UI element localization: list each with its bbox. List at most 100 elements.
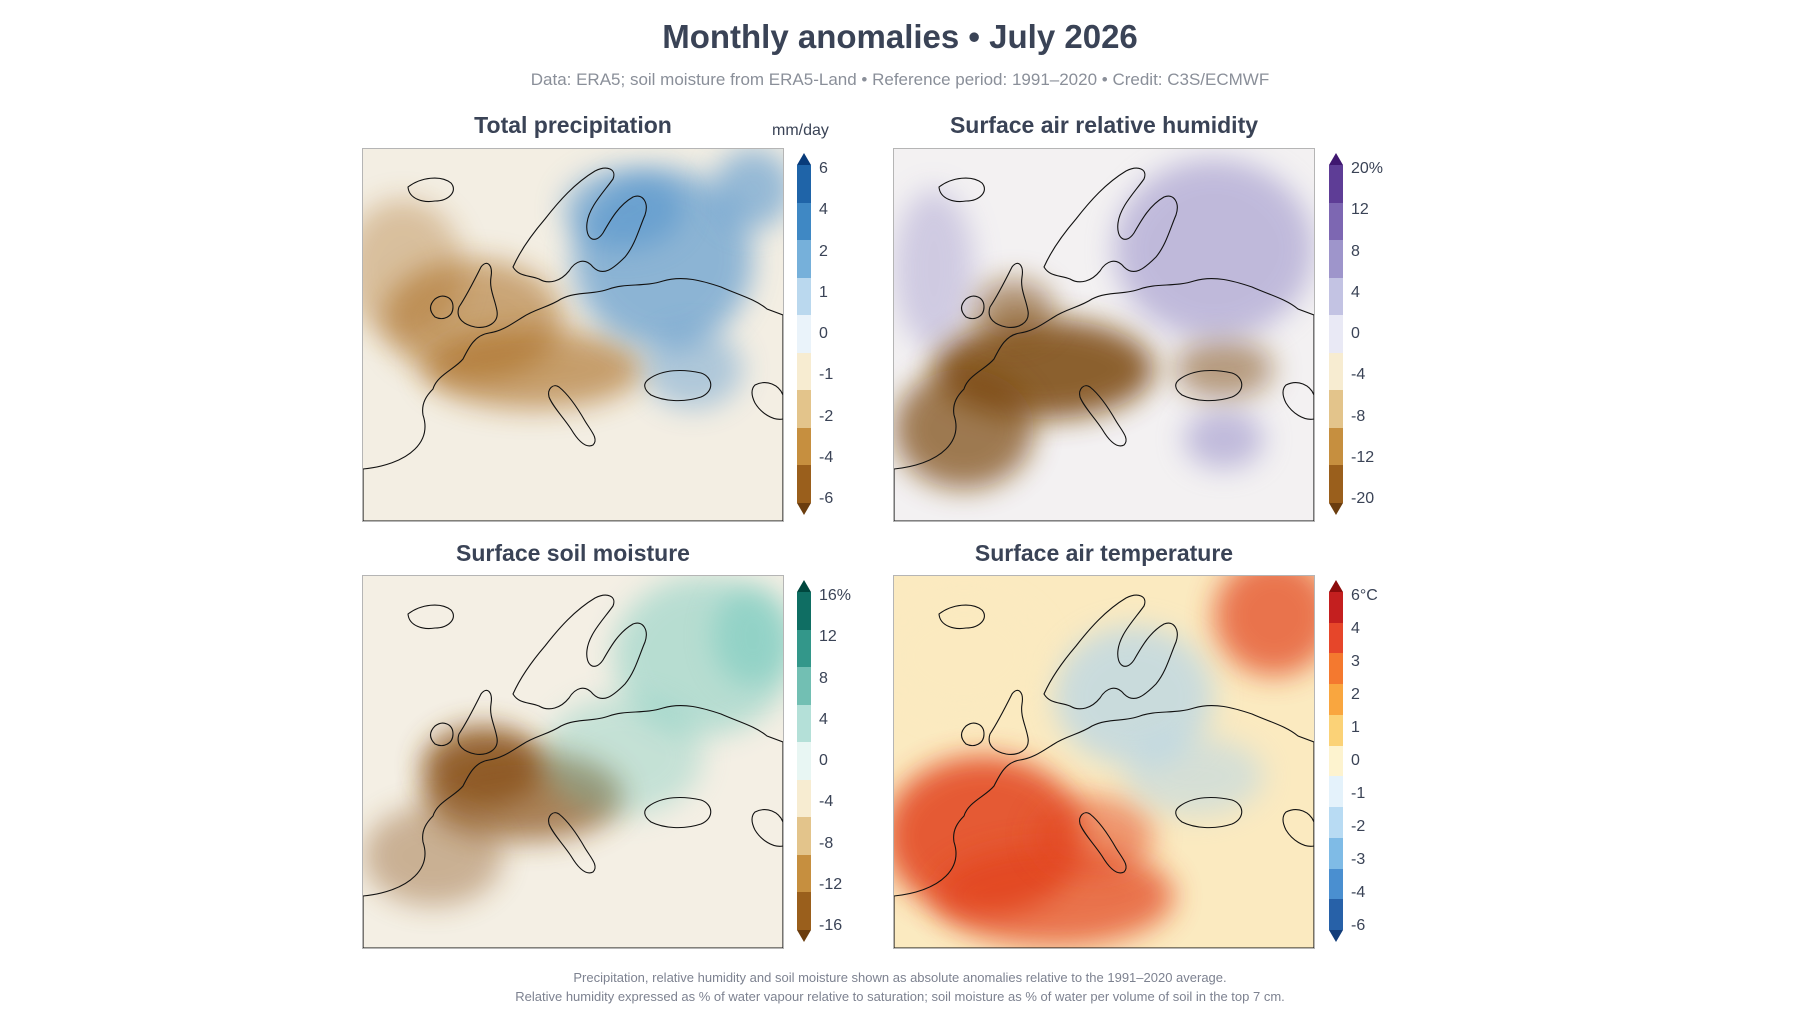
colorbar-segment xyxy=(1329,277,1343,316)
colorbar-segment xyxy=(1329,837,1343,870)
colorbar-segment xyxy=(797,817,811,856)
colorbar-tick-label: 6 xyxy=(819,160,828,177)
anomaly-region xyxy=(894,369,1034,489)
colorbar-segment xyxy=(1329,868,1343,900)
colorbar-segment xyxy=(797,202,811,241)
anomaly-region xyxy=(1124,736,1264,816)
coastline xyxy=(988,689,1029,755)
colorbar-humidity: 20% 12 8 4 0 -4 -8 -12 -20 xyxy=(1329,153,1383,515)
coastline xyxy=(457,689,498,755)
colorbar-tick-label: -4 xyxy=(819,793,834,811)
colorbar-precipitation: 6 4 2 1 0 -1 -2 -4 -6 xyxy=(797,153,833,515)
coastline xyxy=(751,382,783,420)
colorbar-tick-label: 1 xyxy=(1351,719,1360,736)
coastline xyxy=(938,177,985,203)
page-title: Monthly anomalies • July 2026 xyxy=(662,18,1138,55)
coastline xyxy=(407,177,454,203)
anomaly-region xyxy=(363,199,463,339)
coastline xyxy=(1175,796,1243,829)
colorbar-tick-label: 20% xyxy=(1351,160,1384,177)
coastline xyxy=(960,295,985,320)
anomaly-region xyxy=(713,586,783,686)
map-precipitation xyxy=(362,148,784,522)
colorbar-tick-label: 16% xyxy=(819,587,852,604)
panel-title-soil-moisture: Surface soil moisture xyxy=(456,540,690,566)
colorbar-tick-label: 3 xyxy=(1351,653,1360,670)
coastline xyxy=(512,594,647,710)
colorbar-segment xyxy=(1329,427,1343,466)
colorbar-segment xyxy=(1329,592,1343,624)
coastline xyxy=(363,705,783,948)
colorbar-segment xyxy=(1329,776,1343,808)
unit-label-precipitation: mm/day xyxy=(772,122,829,139)
colorbar-tick-label: -4 xyxy=(1351,366,1366,384)
colorbar-segment xyxy=(797,465,811,504)
colorbar-extend-top xyxy=(797,580,811,592)
anomaly-region xyxy=(894,596,1044,716)
coastline xyxy=(548,812,596,874)
colorbar-segment xyxy=(797,592,811,631)
anomaly-region xyxy=(1054,626,1214,766)
anomaly-region xyxy=(643,329,743,409)
colorbar-tick-label: 4 xyxy=(819,710,828,728)
colorbar-tick-label: 12 xyxy=(819,628,837,646)
colorbar-segment xyxy=(1329,714,1343,747)
colorbar-tick-label: -1 xyxy=(1351,785,1366,802)
anomaly-region xyxy=(1184,409,1264,469)
colorbar-tick-label: 0 xyxy=(1351,325,1360,342)
page-subtitle: Data: ERA5; soil moisture from ERA5-Land… xyxy=(530,70,1270,89)
colorbar-segment xyxy=(797,352,811,391)
map-canvas xyxy=(363,576,783,948)
colorbar-segment xyxy=(797,704,811,743)
coastline xyxy=(548,385,596,447)
colorbar-tick-label: 1 xyxy=(819,283,828,301)
map-canvas xyxy=(894,576,1314,948)
coastline xyxy=(1079,385,1127,447)
colorbar-segment xyxy=(797,629,811,668)
footnote-line-2: Relative humidity expressed as % of wate… xyxy=(515,989,1285,1004)
colorbar-tick-label: -2 xyxy=(1351,818,1366,835)
colorbar-tick-label: -16 xyxy=(819,917,843,934)
coastline xyxy=(407,604,454,630)
anomaly-region xyxy=(363,806,503,906)
anomaly-region xyxy=(563,169,683,249)
map-soil-moisture xyxy=(362,575,784,949)
map-temperature xyxy=(893,575,1315,949)
colorbar-tick-label: -6 xyxy=(1351,917,1366,934)
coastline xyxy=(1043,167,1178,283)
colorbar-segment xyxy=(797,427,811,466)
colorbar-extend-top xyxy=(797,153,811,165)
colorbar-segment xyxy=(797,240,811,279)
colorbar-tick-label: 0 xyxy=(1351,752,1360,769)
colorbar-segment xyxy=(1329,390,1343,429)
anomaly-region xyxy=(1034,796,1154,876)
colorbar-segment xyxy=(1329,202,1343,241)
coastline xyxy=(1079,812,1127,874)
colorbar-segment xyxy=(1329,352,1343,391)
colorbar-temperature: 6°C 4 3 2 1 0 -1 -2 -3 -4 -6 xyxy=(1329,580,1378,942)
anomaly-region xyxy=(1114,159,1314,339)
colorbar-segment xyxy=(1329,165,1343,204)
colorbar-tick-label: 8 xyxy=(1351,242,1360,260)
colorbar-extend-bottom xyxy=(1329,930,1343,942)
colorbar-tick-label: -12 xyxy=(819,875,843,893)
colorbar-tick-label: 0 xyxy=(819,325,828,342)
colorbar-segment xyxy=(1329,684,1343,716)
coastline xyxy=(363,278,783,521)
colorbar-tick-label: 8 xyxy=(819,669,828,687)
colorbar-segment xyxy=(1329,653,1343,685)
colorbar-tick-label: -8 xyxy=(1351,407,1366,425)
colorbar-tick-label: 6°C xyxy=(1351,587,1378,604)
coastline xyxy=(894,278,1314,521)
colorbar-segment xyxy=(797,742,811,781)
colorbar-tick-label: 2 xyxy=(819,242,828,260)
anomaly-region xyxy=(543,696,703,816)
colorbar-extend-bottom xyxy=(797,930,811,942)
colorbar-segment xyxy=(797,315,811,354)
colorbar-tick-label: -6 xyxy=(819,490,834,507)
colorbar-soil-moisture: 16% 12 8 4 0 -4 -8 -12 -16 xyxy=(797,580,851,942)
colorbar-extend-bottom xyxy=(1329,503,1343,515)
colorbar-tick-label: -3 xyxy=(1351,851,1366,868)
colorbar-segment xyxy=(1329,240,1343,279)
colorbar-tick-label: 12 xyxy=(1351,201,1369,219)
